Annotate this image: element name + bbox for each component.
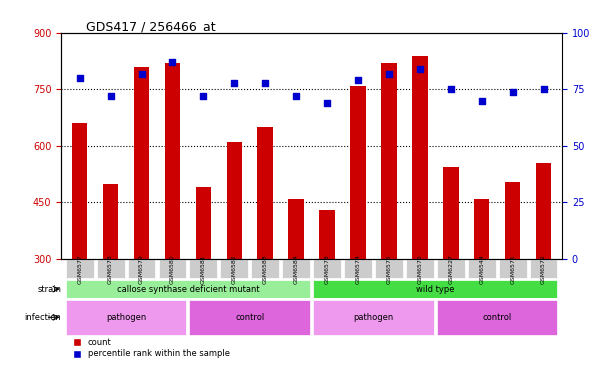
- Bar: [165, 63, 180, 259]
- Text: GSM6578: GSM6578: [108, 254, 113, 284]
- FancyBboxPatch shape: [406, 259, 434, 279]
- Point: [415, 66, 425, 72]
- Point: [446, 86, 456, 92]
- FancyBboxPatch shape: [128, 259, 155, 279]
- FancyBboxPatch shape: [313, 259, 341, 279]
- FancyBboxPatch shape: [313, 300, 434, 335]
- Text: GSM6584: GSM6584: [294, 254, 299, 284]
- FancyBboxPatch shape: [437, 300, 557, 335]
- Text: pathogen: pathogen: [353, 313, 393, 322]
- FancyBboxPatch shape: [189, 300, 310, 335]
- Text: GDS417 / 256466_at: GDS417 / 256466_at: [86, 20, 216, 33]
- Legend: count, percentile rank within the sample: count, percentile rank within the sample: [65, 335, 233, 362]
- Point: [477, 98, 486, 104]
- FancyBboxPatch shape: [437, 259, 465, 279]
- FancyBboxPatch shape: [313, 280, 557, 298]
- FancyBboxPatch shape: [375, 259, 403, 279]
- Text: GSM6572: GSM6572: [541, 254, 546, 284]
- Text: GSM6544: GSM6544: [479, 254, 484, 284]
- Point: [167, 59, 177, 65]
- Point: [291, 93, 301, 99]
- Bar: [227, 142, 242, 259]
- Bar: [443, 167, 458, 259]
- Bar: [474, 199, 489, 259]
- Bar: [134, 67, 149, 259]
- Text: GSM6582: GSM6582: [232, 254, 237, 284]
- Point: [106, 93, 115, 99]
- Point: [199, 93, 208, 99]
- Bar: [103, 184, 119, 259]
- Text: GSM6227: GSM6227: [448, 254, 453, 284]
- Text: control: control: [235, 313, 265, 322]
- Text: GSM6573: GSM6573: [324, 254, 329, 284]
- Point: [353, 78, 363, 83]
- Bar: [72, 123, 87, 259]
- Bar: [196, 187, 211, 259]
- Text: wild type: wild type: [416, 285, 455, 294]
- Bar: [288, 199, 304, 259]
- Bar: [412, 56, 428, 259]
- Point: [75, 75, 84, 81]
- Point: [508, 89, 518, 95]
- Text: GSM6577: GSM6577: [77, 254, 82, 284]
- FancyBboxPatch shape: [282, 259, 310, 279]
- FancyBboxPatch shape: [344, 259, 372, 279]
- Text: GSM6575: GSM6575: [386, 254, 392, 284]
- Point: [539, 86, 549, 92]
- FancyBboxPatch shape: [66, 280, 310, 298]
- Bar: [320, 210, 335, 259]
- Text: GSM6576: GSM6576: [417, 254, 422, 284]
- Bar: [505, 182, 521, 259]
- Text: infection: infection: [24, 313, 61, 322]
- Point: [384, 71, 394, 76]
- FancyBboxPatch shape: [499, 259, 527, 279]
- Text: GSM6581: GSM6581: [201, 254, 206, 284]
- Point: [322, 100, 332, 106]
- FancyBboxPatch shape: [530, 259, 557, 279]
- Bar: [350, 86, 366, 259]
- Text: control: control: [483, 313, 512, 322]
- FancyBboxPatch shape: [66, 259, 93, 279]
- Point: [229, 80, 239, 86]
- Text: GSM6583: GSM6583: [263, 254, 268, 284]
- Point: [137, 71, 147, 76]
- Text: GSM6579: GSM6579: [139, 254, 144, 284]
- Text: strain: strain: [37, 285, 61, 294]
- Text: GSM6574: GSM6574: [356, 254, 360, 284]
- Bar: [381, 63, 397, 259]
- Point: [260, 80, 270, 86]
- FancyBboxPatch shape: [158, 259, 186, 279]
- FancyBboxPatch shape: [97, 259, 125, 279]
- FancyBboxPatch shape: [468, 259, 496, 279]
- FancyBboxPatch shape: [189, 259, 218, 279]
- Text: callose synthase deficient mutant: callose synthase deficient mutant: [117, 285, 259, 294]
- Text: GSM6571: GSM6571: [510, 254, 515, 284]
- Bar: [536, 163, 551, 259]
- Text: pathogen: pathogen: [106, 313, 146, 322]
- FancyBboxPatch shape: [251, 259, 279, 279]
- Bar: [257, 127, 273, 259]
- Text: GSM6580: GSM6580: [170, 254, 175, 284]
- FancyBboxPatch shape: [221, 259, 248, 279]
- FancyBboxPatch shape: [66, 300, 186, 335]
